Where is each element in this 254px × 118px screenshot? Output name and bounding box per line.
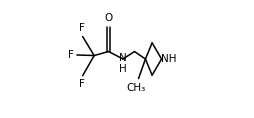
Text: F: F bbox=[68, 50, 74, 60]
Text: O: O bbox=[104, 13, 113, 23]
Text: F: F bbox=[78, 79, 84, 89]
Text: N: N bbox=[119, 53, 126, 63]
Text: NH: NH bbox=[161, 54, 177, 64]
Text: H: H bbox=[119, 64, 127, 74]
Text: CH₃: CH₃ bbox=[126, 83, 146, 93]
Text: F: F bbox=[78, 23, 84, 33]
